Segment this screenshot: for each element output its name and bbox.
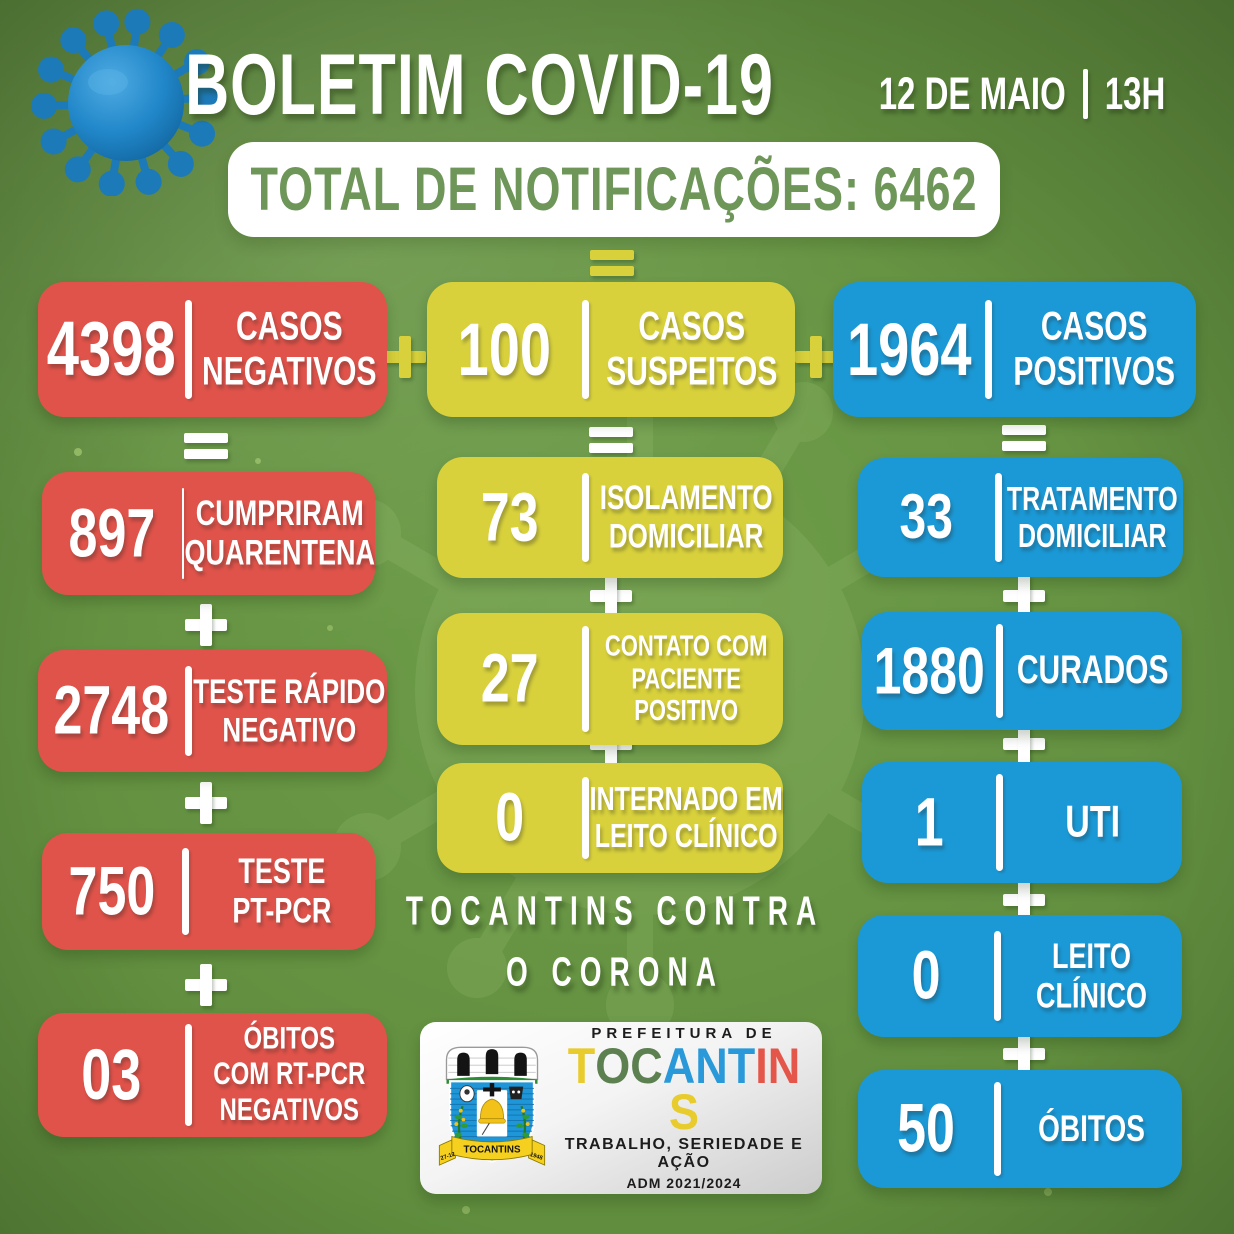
stat-box-teste-ptpcr: 750 TESTE PT-PCR [42,833,375,950]
plus-symbol [185,604,227,646]
divider [581,299,589,400]
plus-symbol [1003,575,1045,617]
stat-box-internado-leito-clinico: 0 INTERNADO EM LEITO CLÍNICO [437,763,783,873]
stat-value: 03 [81,1035,142,1115]
divider [996,623,1004,719]
stat-label: ÓBITOS COM RT-PCR NEGATIVOS [213,1020,366,1128]
datetime-separator [1082,69,1088,119]
bulletin-time: 13H [1104,67,1166,119]
stat-box-leito-clinico: 0 LEITO CLÍNICO [858,915,1182,1037]
stat-value: 1964 [846,307,972,392]
divider [582,777,590,859]
tocantins-crest: TOCANTINS 27-12 1948 [438,1046,546,1166]
stat-label: ISOLAMENTO DOMICILIAR [599,477,773,556]
divider [985,299,993,400]
equals-symbol [589,424,633,456]
plus-symbol [1003,879,1045,921]
stat-box-casos-negativos: 4398 CASOS NEGATIVOS [38,282,387,417]
stat-box-isolamento-domiciliar: 73 ISOLAMENTO DOMICILIAR [437,457,783,578]
stat-label: ÓBITOS [1038,1108,1145,1150]
plus-symbol [1003,1033,1045,1075]
equals-symbol [184,430,228,462]
stat-value: 33 [899,482,953,553]
stat-box-contato-paciente-positivo: 27 CONTATO COM PACIENTE POSITIVO [437,613,783,745]
stat-box-obitos: 50 ÓBITOS [858,1070,1182,1188]
stat-label: UTI [1065,797,1121,848]
divider [994,1081,1002,1177]
stat-value: 2748 [53,672,170,750]
prefecture-logo-text: PREFEITURA DE TOCANTINS TRABALHO, SERIED… [556,1025,812,1192]
campaign-slogan: TOCANTINS CONTRA O CORONA [405,888,825,995]
divider [996,774,1004,871]
stat-label: CURADOS [1016,648,1169,693]
plus-symbol [185,782,227,824]
plus-symbol [795,336,837,378]
stat-label: LEITO CLÍNICO [1036,936,1148,1016]
stat-label: CASOS POSITIVOS [1013,305,1176,394]
plus-symbol [590,575,632,617]
stat-value: 100 [457,307,551,392]
divider [184,1024,192,1126]
total-notifications-banner: TOTAL DE NOTIFICAÇÕES: 6462 [228,142,1000,237]
stat-value: 0 [911,937,941,1015]
divider [184,665,192,757]
crest-year-right: 1948 [529,1152,544,1162]
divider [994,930,1002,1022]
stat-value: 50 [897,1090,955,1168]
stat-box-casos-positivos: 1964 CASOS POSITIVOS [833,282,1196,417]
stat-value: 0 [495,779,525,857]
stat-value: 27 [480,640,539,718]
stat-label: TESTE RÁPIDO NEGATIVO [193,671,386,750]
stat-box-cumpriram-quarentena: 897 CUMPRIRAM QUARENTENA [42,472,375,595]
stat-value: 4398 [46,306,176,393]
divider [994,473,1002,562]
stat-box-uti: 1 UTI [862,762,1182,883]
crest-banner-text: TOCANTINS [464,1145,521,1156]
prefecture-name: TOCANTINS [567,1036,801,1140]
stat-box-tratamento-domiciliar: 33 TRATAMENTO DOMICILIAR [858,458,1183,577]
prefecture-adm-period: ADM 2021/2024 [626,1175,742,1192]
stat-box-curados: 1880 CURADOS [862,612,1182,730]
prefecture-logo-panel: TOCANTINS 27-12 1948 PREFEITURA DE TOCAN… [420,1022,822,1194]
stat-value: 750 [68,853,156,930]
crest-year-left: 27-12 [440,1152,456,1162]
stat-value: 73 [480,479,539,556]
equals-symbol [1002,422,1046,454]
stat-label: TRATAMENTO DOMICILIAR [1006,480,1178,555]
stat-label: CASOS SUSPEITOS [606,305,778,394]
plus-symbol [1003,723,1045,765]
divider [184,299,192,400]
prefecture-pretitle: PREFEITURA DE [591,1024,777,1042]
page-title: BOLETIM COVID-19 [185,35,774,133]
stat-label: INTERNADO EM LEITO CLÍNICO [589,781,783,855]
prefecture-tagline: TRABALHO, SERIEDADE E AÇÃO [564,1136,804,1172]
plus-symbol [185,964,227,1006]
divider [582,472,590,563]
stat-label: TESTE PT-PCR [232,851,332,932]
stat-box-teste-rapido-negativo: 2748 TESTE RÁPIDO NEGATIVO [38,650,387,772]
divider [582,626,590,732]
stat-value: 1880 [873,634,985,708]
equals-symbol [590,247,634,279]
stat-label: CASOS NEGATIVOS [202,305,377,394]
divider [181,848,189,935]
stat-box-casos-suspeitos: 100 CASOS SUSPEITOS [427,282,795,417]
divider [181,487,185,579]
bulletin-datetime: 12 DE MAIO 13H [842,62,1202,126]
stat-label: CUMPRIRAM QUARENTENA [184,493,375,574]
stat-value: 1 [914,784,944,861]
bulletin-date: 12 DE MAIO [878,67,1066,119]
stat-box-obitos-rtpcr-negativos: 03 ÓBITOS COM RT-PCR NEGATIVOS [38,1013,387,1137]
stat-value: 897 [68,495,156,572]
stat-label: CONTATO COM PACIENTE POSITIVO [604,628,768,727]
plus-symbol [384,336,426,378]
